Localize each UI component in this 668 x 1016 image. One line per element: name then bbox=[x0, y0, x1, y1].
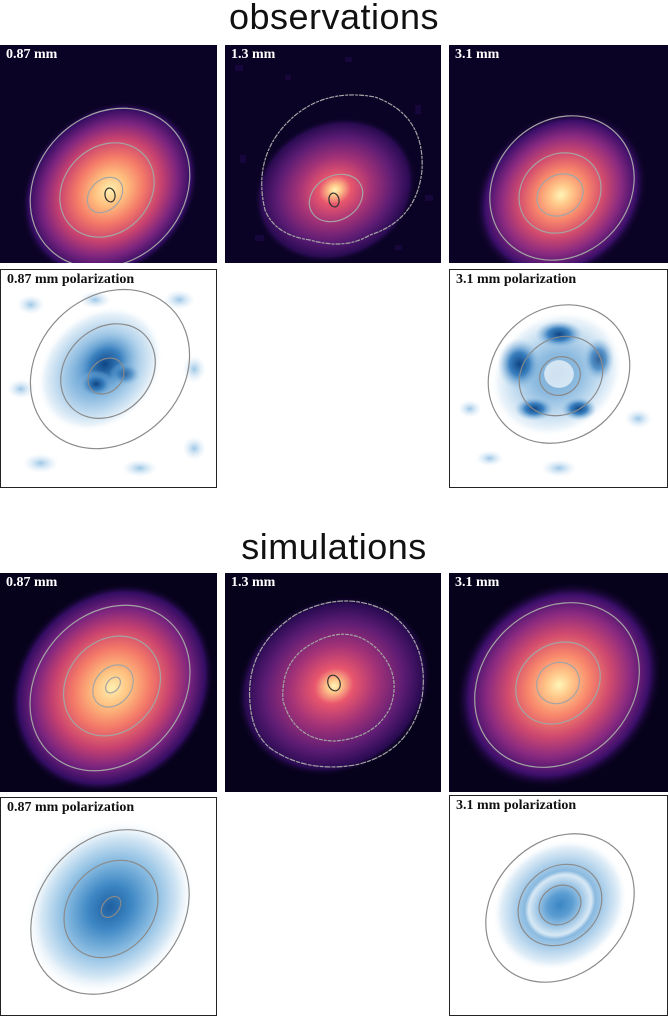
obs-0.87mm-polarization-image bbox=[6, 288, 207, 478]
sim-3.1mm-polarization-image bbox=[485, 833, 635, 983]
obs-1.3mm-intensity-image bbox=[235, 57, 433, 263]
obs-0.87mm-intensity-image bbox=[1, 83, 217, 263]
sim-3.1mm-intensity-map: 3.1 mm bbox=[449, 573, 668, 792]
obs-3.1mm-intensity-map: 3.1 mm bbox=[449, 45, 668, 263]
obs-3.1mm-polarization-image bbox=[457, 304, 653, 478]
panel-label: 3.1 mm bbox=[455, 575, 500, 590]
panel-label: 1.3 mm bbox=[231, 575, 276, 590]
panel-label: 0.87 mm bbox=[6, 47, 58, 62]
sim-1.3mm-intensity-map: 1.3 mm bbox=[225, 573, 441, 792]
obs-0.87mm-intensity-map: 0.87 mm bbox=[0, 45, 217, 263]
panel-label: 0.87 mm bbox=[6, 575, 58, 590]
obs-0.87mm-polarization-map: 0.87 mm polarization bbox=[0, 269, 217, 488]
panel-label: 0.87 mm polarization bbox=[7, 272, 135, 287]
panel-label: 0.87 mm polarization bbox=[7, 800, 135, 815]
panel-label: 3.1 mm bbox=[455, 47, 500, 62]
sim-0.87mm-intensity-image bbox=[10, 583, 214, 792]
obs-3.1mm-intensity-image bbox=[457, 97, 661, 263]
sim-0.87mm-intensity-map: 0.87 mm bbox=[0, 573, 217, 792]
section-title-simulations: simulations bbox=[241, 526, 427, 567]
sim-3.1mm-polarization-map: 3.1 mm polarization bbox=[449, 795, 668, 1016]
panel-label: 3.1 mm polarization bbox=[456, 798, 577, 813]
sim-3.1mm-intensity-image bbox=[456, 582, 662, 788]
obs-1.3mm-intensity-map: 1.3 mm bbox=[225, 45, 441, 263]
sim-0.87mm-polarization-map: 0.87 mm polarization bbox=[0, 797, 217, 1016]
obs-3.1mm-polarization-map: 3.1 mm polarization bbox=[449, 269, 668, 488]
panel-label: 1.3 mm bbox=[231, 47, 276, 62]
section-title-observations: observations bbox=[228, 0, 440, 37]
panel-label: 3.1 mm polarization bbox=[456, 272, 577, 287]
sim-0.87mm-polarization-image bbox=[24, 818, 196, 996]
sim-1.3mm-intensity-image bbox=[237, 596, 431, 776]
